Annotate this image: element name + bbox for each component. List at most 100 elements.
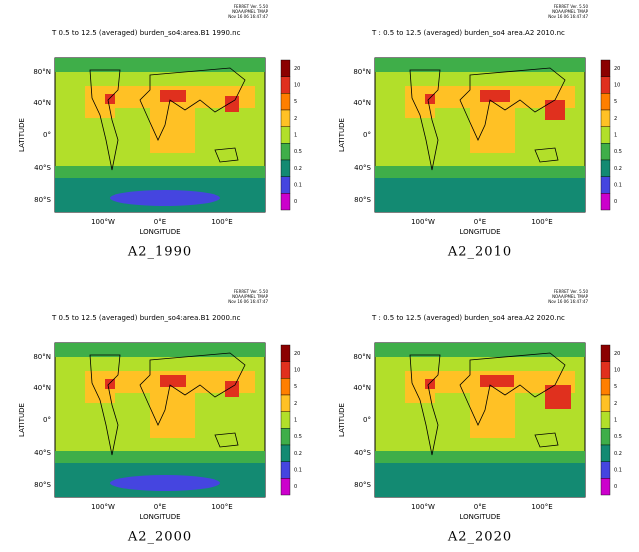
- band-green: [375, 58, 585, 72]
- x-tick-label: 0°E: [154, 218, 166, 226]
- colorbar-box: [280, 76, 291, 94]
- x-tick-label: 0°E: [474, 218, 486, 226]
- colorbar-box: [600, 109, 611, 127]
- colorbar-label: 10: [614, 83, 620, 89]
- band-southgreen: [55, 451, 265, 463]
- colorbar-label: 10: [294, 368, 300, 374]
- colorbar-label: 1: [614, 418, 617, 424]
- colorbar-label: 0.2: [614, 451, 622, 457]
- red-europe: [480, 90, 510, 102]
- africa-orange: [470, 388, 515, 438]
- x-tick-label: 100°E: [211, 503, 232, 511]
- x-tick-label: 100°W: [411, 218, 435, 226]
- panel-title: T 0.5 to 12.5 (averaged) burden_so4:area…: [51, 29, 241, 37]
- colorbar-box: [600, 394, 611, 412]
- panel-caption: A2_2010: [447, 245, 512, 260]
- colorbar-label: 5: [614, 99, 617, 105]
- colorbar-box: [600, 461, 611, 479]
- x-axis-label: LONGITUDE: [139, 513, 180, 521]
- colorbar-label: 5: [294, 384, 297, 390]
- colorbar-box: [600, 361, 611, 379]
- ferret-info: FERRET Ver. 5.50: [234, 4, 269, 9]
- y-tick-label: 80°S: [34, 481, 51, 489]
- colorbar-label: 5: [614, 384, 617, 390]
- colorbar-label: 0: [614, 199, 617, 205]
- coastline: [409, 354, 441, 456]
- y-tick-label: 40°S: [354, 449, 371, 457]
- colorbar-label: 0.1: [294, 468, 302, 474]
- y-tick-label: 0°: [43, 131, 51, 139]
- colorbar-box: [600, 411, 611, 429]
- colorbar-label: 1: [294, 133, 297, 139]
- colorbar-box: [280, 159, 291, 177]
- colorbar-label: 0.1: [294, 183, 302, 189]
- y-tick-label: 80°N: [33, 353, 51, 361]
- ferret-info: Nov 16 06 16:47:47: [548, 299, 588, 304]
- colorbar-box: [600, 176, 611, 194]
- panel-caption: A2_2020: [447, 530, 512, 545]
- colorbar-label: 0.1: [614, 468, 622, 474]
- x-tick-label: 100°W: [411, 503, 435, 511]
- band-teal: [375, 178, 585, 212]
- colorbar-box: [280, 444, 291, 462]
- colorbar-box: [280, 193, 291, 211]
- colorbar-box: [600, 344, 611, 362]
- ferret-info: FERRET Ver. 5.50: [554, 289, 589, 294]
- x-axis-label: LONGITUDE: [139, 228, 180, 236]
- africa-orange: [150, 103, 195, 153]
- colorbar-box: [600, 378, 611, 396]
- colorbar-box: [280, 59, 291, 77]
- colorbar-label: 1: [614, 133, 617, 139]
- y-tick-label: 80°S: [354, 481, 371, 489]
- panel-title: T 0.5 to 12.5 (averaged) burden_so4:area…: [51, 314, 241, 322]
- ferret-info: NOAA/PMEL TMAP: [552, 9, 589, 14]
- panel-title: T : 0.5 to 12.5 (averaged) burden_so4 ar…: [371, 29, 565, 37]
- colorbar-box: [600, 193, 611, 211]
- x-axis-label: LONGITUDE: [459, 513, 500, 521]
- x-tick-label: 100°E: [531, 503, 552, 511]
- band-teal: [375, 463, 585, 497]
- y-tick-label: 0°: [363, 416, 371, 424]
- ferret-info: Nov 16 06 16:47:47: [228, 14, 268, 19]
- red-america: [425, 379, 435, 389]
- colorbar-label: 0.5: [294, 149, 302, 155]
- antarctic-blue: [110, 190, 220, 206]
- y-axis-label: LATITUDE: [18, 118, 26, 152]
- colorbar-label: 0.5: [614, 434, 622, 440]
- y-tick-label: 0°: [363, 131, 371, 139]
- colorbar-label: 2: [294, 116, 297, 122]
- y-tick-label: 40°S: [34, 164, 51, 172]
- antarctic-blue: [110, 475, 220, 491]
- y-axis-label: LATITUDE: [338, 403, 346, 437]
- colorbar-box: [600, 59, 611, 77]
- colorbar-label: 0.1: [614, 183, 622, 189]
- red-asia: [225, 96, 239, 112]
- x-tick-label: 100°E: [211, 218, 232, 226]
- colorbar-box: [280, 361, 291, 379]
- coastline: [89, 69, 121, 171]
- coastline: [89, 354, 121, 456]
- panel-caption: A2_1990: [127, 245, 192, 260]
- colorbar-label: 0: [614, 484, 617, 490]
- colorbar-box: [280, 109, 291, 127]
- colorbar-label: 20: [294, 66, 300, 72]
- colorbar-box: [600, 428, 611, 446]
- colorbar-label: 0: [294, 484, 297, 490]
- y-tick-label: 40°N: [33, 99, 51, 107]
- colorbar-box: [280, 411, 291, 429]
- colorbar-box: [600, 126, 611, 144]
- x-tick-label: 100°W: [91, 218, 115, 226]
- colorbar-label: 0.2: [294, 451, 302, 457]
- x-tick-label: 0°E: [474, 503, 486, 511]
- colorbar-box: [600, 478, 611, 496]
- y-tick-label: 40°N: [353, 99, 371, 107]
- coastline: [459, 352, 566, 426]
- ferret-info: FERRET Ver. 5.50: [554, 4, 589, 9]
- colorbar-label: 0.2: [294, 166, 302, 172]
- africa-orange: [150, 388, 195, 438]
- colorbar-box: [600, 444, 611, 462]
- y-tick-label: 40°S: [354, 164, 371, 172]
- y-tick-label: 80°S: [354, 196, 371, 204]
- colorbar-label: 10: [614, 368, 620, 374]
